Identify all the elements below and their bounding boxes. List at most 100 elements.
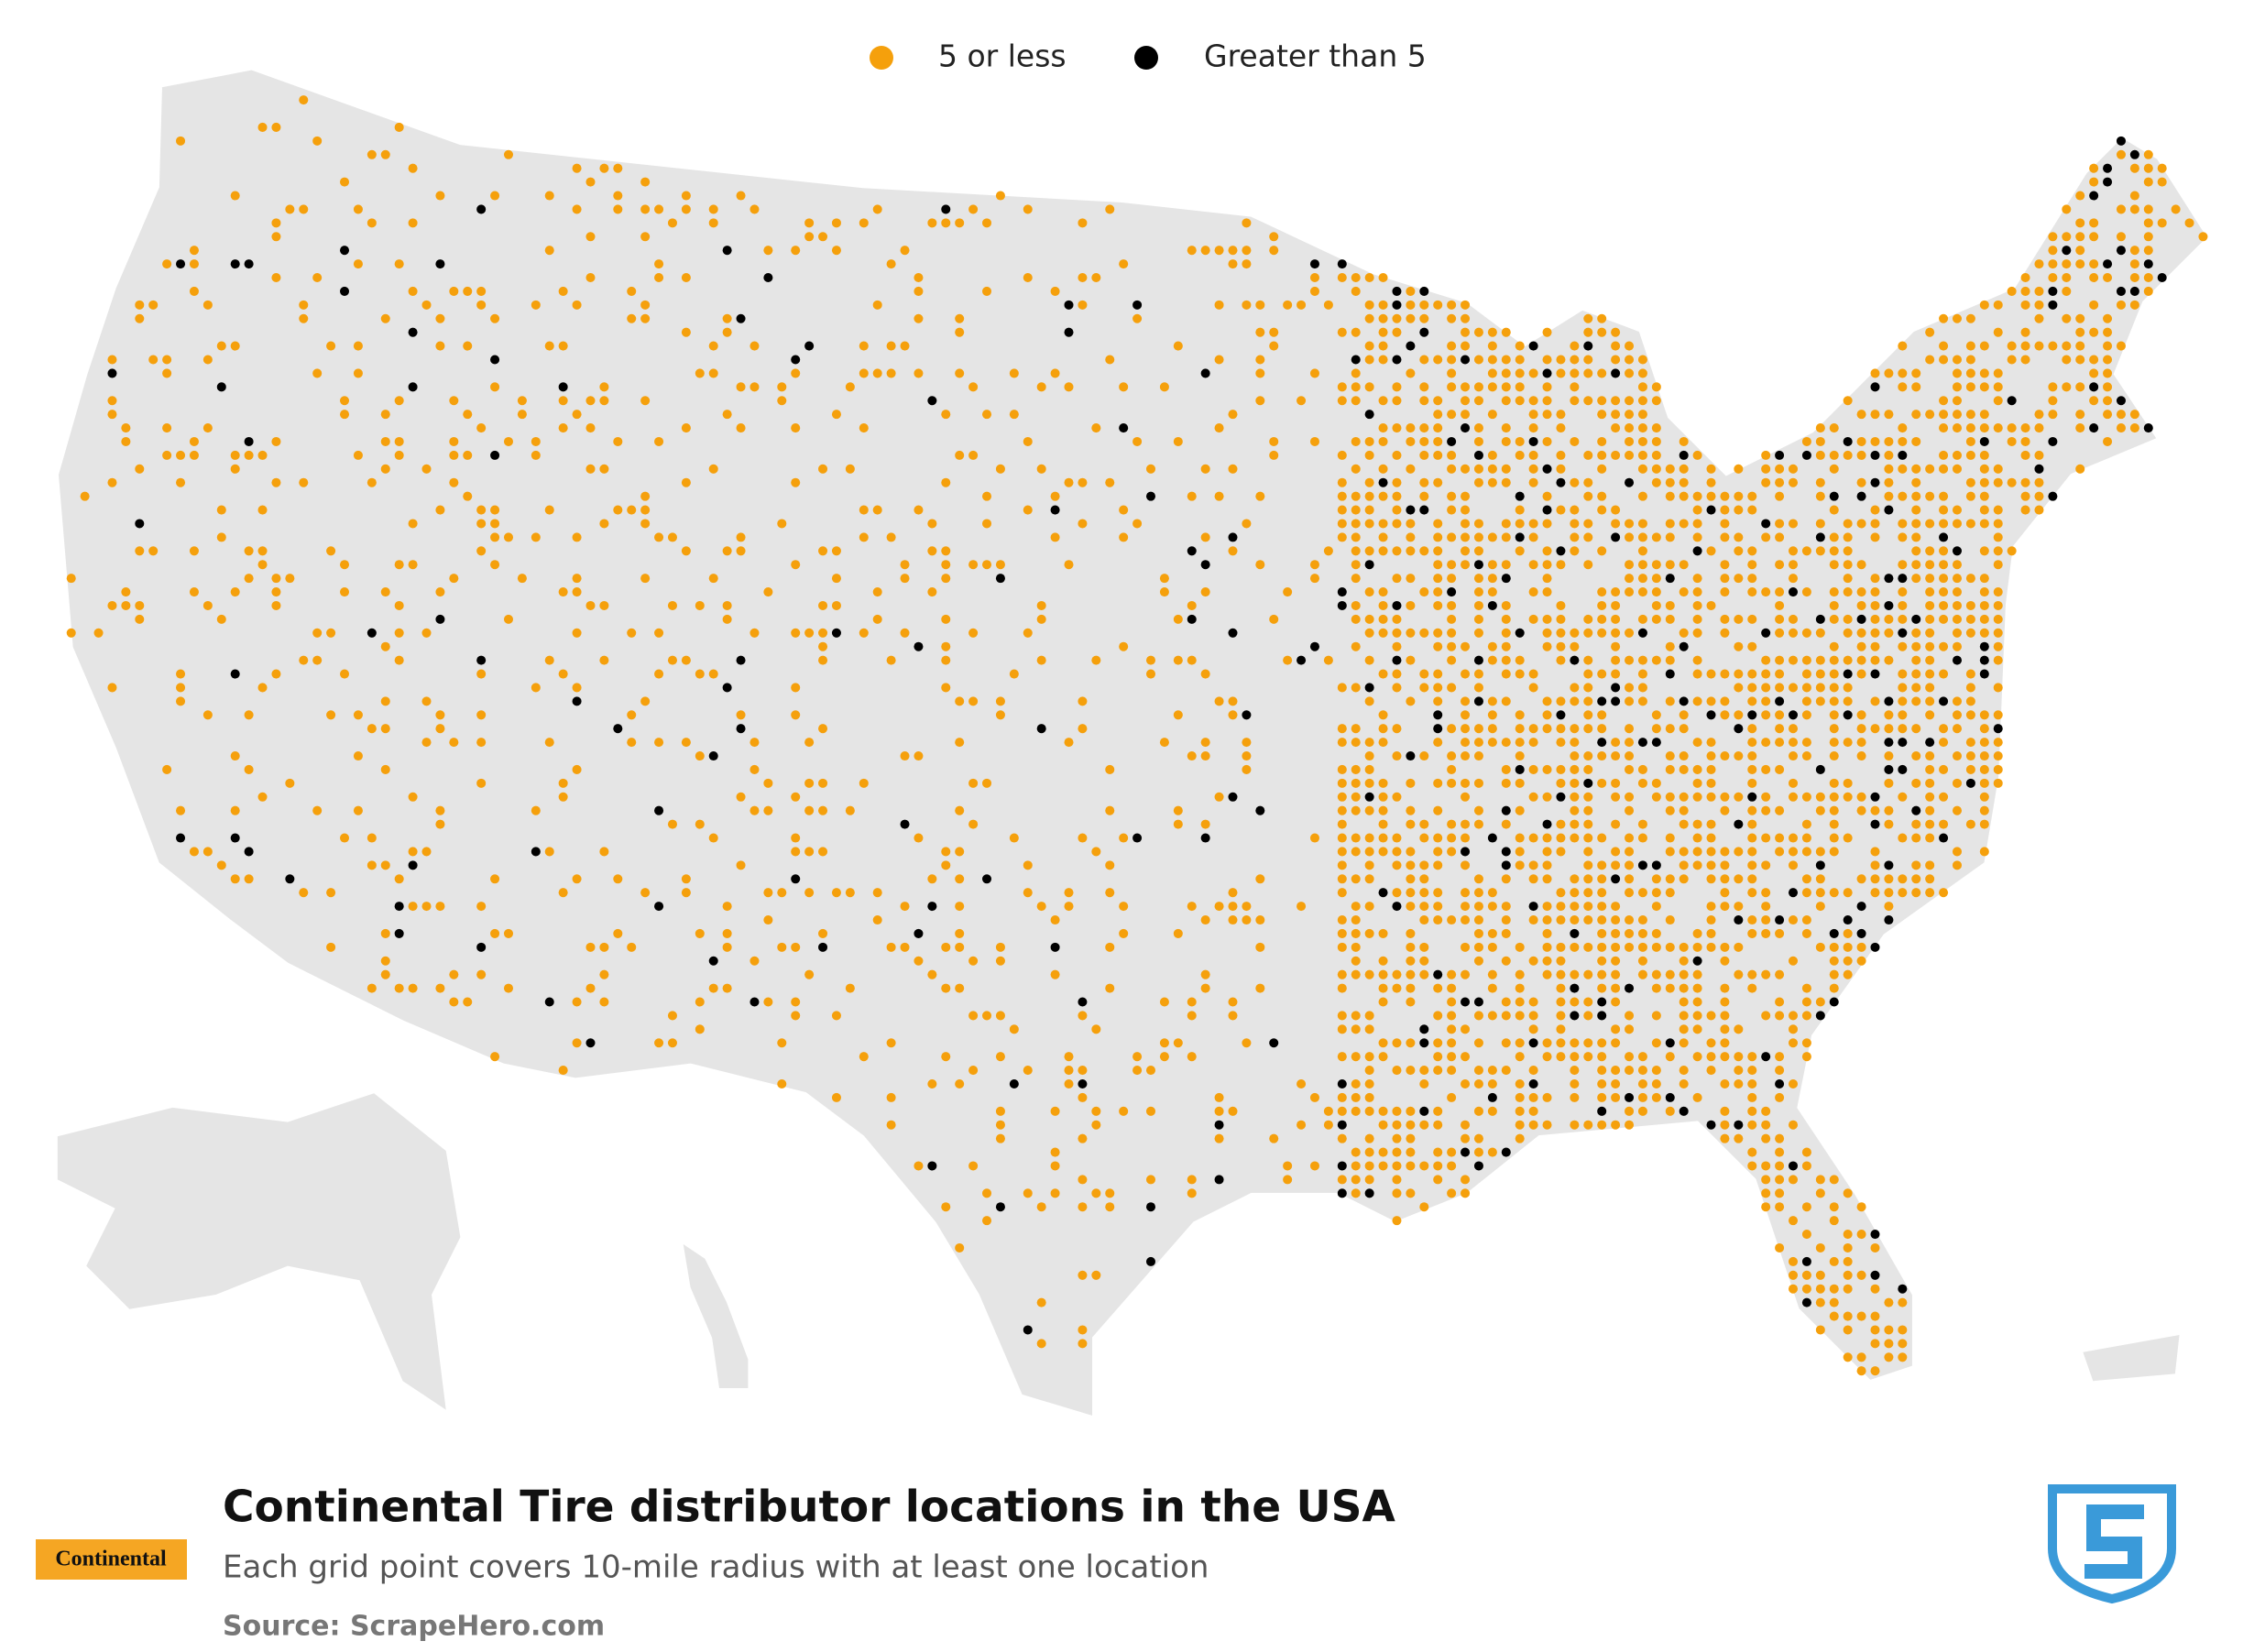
- location-dot: [2103, 327, 2113, 337]
- location-dot: [1200, 368, 1210, 378]
- location-dot: [1583, 724, 1593, 734]
- location-dot: [1993, 724, 2003, 734]
- location-dot: [230, 587, 240, 597]
- location-dot: [1898, 436, 1908, 447]
- location-dot: [1378, 587, 1388, 597]
- location-dot: [531, 847, 541, 857]
- location-dot: [1706, 928, 1716, 938]
- location-dot: [640, 232, 651, 242]
- location-dot: [394, 874, 404, 884]
- location-dot: [1747, 792, 1757, 802]
- location-dot: [1939, 560, 1949, 570]
- location-dot: [791, 246, 801, 256]
- location-dot: [1447, 724, 1457, 734]
- location-dot: [1775, 1175, 1785, 1185]
- location-dot: [339, 410, 350, 420]
- location-dot: [1528, 833, 1538, 843]
- location-dot: [572, 764, 582, 774]
- location-dot: [1242, 519, 1252, 529]
- location-dot: [2116, 204, 2126, 214]
- location-dot: [1637, 1092, 1647, 1102]
- location-dot: [1829, 464, 1839, 474]
- location-dot: [1242, 259, 1252, 269]
- location-dot: [627, 942, 637, 952]
- location-dot: [1651, 778, 1661, 788]
- location-dot: [1637, 560, 1647, 570]
- location-dot: [872, 888, 882, 898]
- location-dot: [1159, 1038, 1169, 1048]
- location-dot: [981, 560, 992, 570]
- location-dot: [1419, 300, 1429, 310]
- location-dot: [135, 464, 145, 474]
- location-dot: [1351, 464, 1361, 474]
- location-dot: [1570, 942, 1580, 952]
- location-dot: [1542, 847, 1552, 857]
- location-dot: [2062, 341, 2072, 351]
- location-dot: [1870, 805, 1880, 815]
- location-dot: [1515, 450, 1525, 460]
- location-dot: [1611, 450, 1621, 460]
- location-dot: [257, 505, 268, 515]
- location-dot: [299, 95, 309, 105]
- location-dot: [1625, 628, 1635, 638]
- location-dot: [1679, 956, 1689, 966]
- location-dot: [1611, 600, 1621, 610]
- location-dot: [1364, 1133, 1374, 1143]
- location-dot: [476, 669, 487, 679]
- location-dot: [1829, 833, 1839, 843]
- location-dot: [1870, 505, 1880, 515]
- location-dot: [2020, 286, 2030, 296]
- location-dot: [1761, 683, 1771, 693]
- location-dot: [421, 464, 432, 474]
- location-dot: [1351, 738, 1361, 748]
- location-dot: [1570, 724, 1580, 734]
- location-dot: [1406, 983, 1416, 993]
- location-dot: [1734, 1066, 1744, 1076]
- location-dot: [1214, 246, 1224, 256]
- location-dot: [1651, 382, 1661, 392]
- location-dot: [2034, 491, 2044, 501]
- location-dot: [1706, 464, 1716, 474]
- location-dot: [1815, 450, 1825, 460]
- location-dot: [1556, 1011, 1566, 1021]
- location-dot: [1720, 587, 1730, 597]
- location-dot: [1364, 382, 1374, 392]
- location-dot: [900, 819, 910, 829]
- location-dot: [1528, 1038, 1538, 1048]
- location-dot: [1119, 532, 1129, 542]
- location-dot: [1364, 1175, 1374, 1185]
- location-dot: [2089, 382, 2099, 392]
- location-dot: [1447, 819, 1457, 829]
- location-dot: [394, 436, 404, 447]
- location-dot: [1337, 259, 1347, 269]
- location-dot: [1747, 928, 1757, 938]
- location-dot: [1651, 724, 1661, 734]
- location-dot: [230, 259, 240, 269]
- location-dot: [1925, 751, 1935, 761]
- location-dot: [2007, 477, 2017, 487]
- location-dot: [1364, 628, 1374, 638]
- location-dot: [1597, 942, 1607, 952]
- location-dot: [1870, 628, 1880, 638]
- location-dot: [1829, 587, 1839, 597]
- location-dot: [1378, 847, 1388, 857]
- location-dot: [681, 327, 691, 337]
- location-dot: [941, 683, 951, 693]
- location-dot: [1419, 1120, 1429, 1130]
- location-dot: [1637, 833, 1647, 843]
- location-dot: [681, 655, 691, 665]
- location-dot: [791, 997, 801, 1007]
- location-dot: [777, 396, 787, 406]
- location-dot: [818, 655, 828, 665]
- location-dot: [1720, 628, 1730, 638]
- location-dot: [1925, 669, 1935, 679]
- location-dot: [1337, 738, 1347, 748]
- location-dot: [2129, 191, 2139, 201]
- location-dot: [1447, 1147, 1457, 1157]
- location-dot: [1378, 272, 1388, 283]
- location-dot: [1775, 628, 1785, 638]
- location-dot: [1665, 532, 1675, 542]
- location-dot: [1392, 628, 1402, 638]
- location-dot: [476, 655, 487, 665]
- location-dot: [1856, 614, 1866, 624]
